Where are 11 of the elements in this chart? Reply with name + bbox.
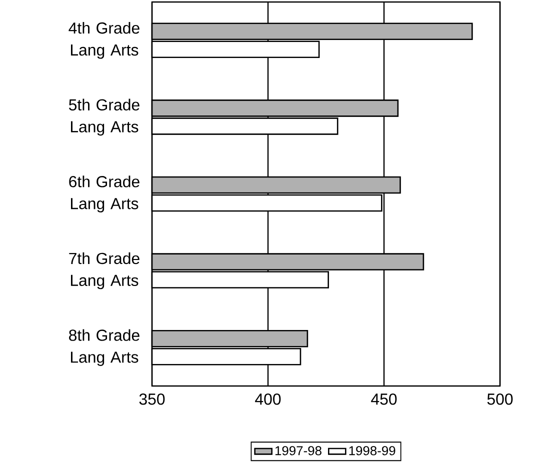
y-tick-label: 4th Grade Lang Arts: [68, 22, 140, 59]
legend-label: 1997-98: [275, 446, 322, 456]
x-tick-label: 350: [139, 394, 165, 405]
y-tick-label: 5th Grade Lang Arts: [68, 98, 140, 136]
y-tick-label: 8th Grade Lang Arts: [69, 329, 140, 366]
legend-label: 1998-99: [349, 446, 396, 456]
x-tick-label: 450: [371, 394, 397, 405]
x-tick-label: 400: [255, 394, 281, 405]
y-tick-label: 6th Grade Lang Arts: [69, 176, 140, 212]
y-tick-label: 7th Grade Lang Arts: [69, 252, 140, 290]
x-tick-label: 500: [487, 394, 513, 405]
